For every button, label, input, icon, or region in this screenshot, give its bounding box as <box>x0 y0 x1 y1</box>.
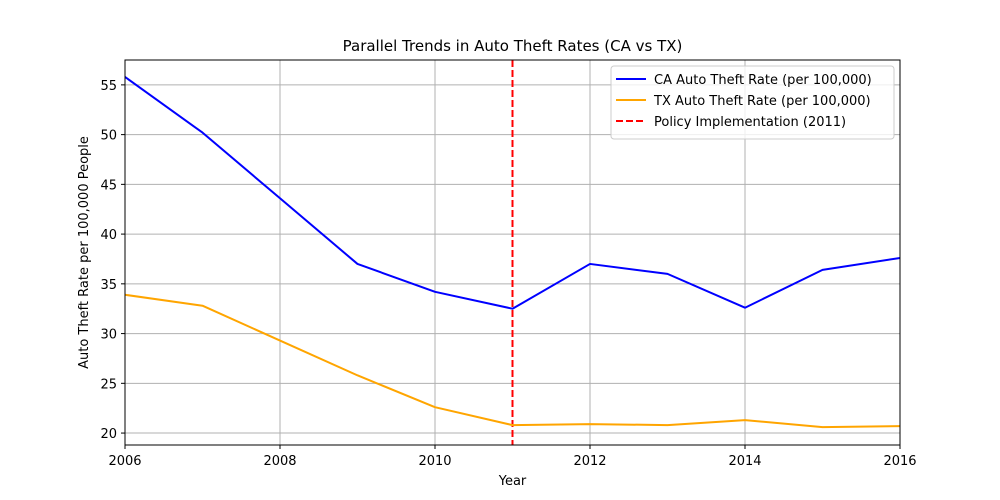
x-tick-label: 2006 <box>108 454 141 469</box>
y-tick-label: 40 <box>100 228 117 243</box>
y-axis-label: Auto Theft Rate per 100,000 People <box>77 136 92 369</box>
x-tick-label: 2014 <box>728 454 761 469</box>
y-tick-label: 55 <box>100 79 117 94</box>
y-tick-label: 35 <box>100 278 117 293</box>
legend-label: CA Auto Theft Rate (per 100,000) <box>654 73 872 88</box>
y-tick-label: 50 <box>100 129 117 144</box>
series-line-0 <box>124 76 901 310</box>
plot-frame <box>124 59 901 446</box>
y-tick-label: 25 <box>100 377 117 392</box>
series-lines <box>124 76 901 429</box>
x-tick-label: 2010 <box>418 454 451 469</box>
x-tick-label: 2008 <box>263 454 296 469</box>
series-line-1 <box>124 293 901 429</box>
y-tick-label: 20 <box>100 427 117 442</box>
legend: CA Auto Theft Rate (per 100,000) TX Auto … <box>610 65 895 140</box>
x-axis-label: Year <box>498 474 527 489</box>
x-tick-label: 2012 <box>573 454 606 469</box>
legend-box <box>610 65 895 140</box>
legend-label: TX Auto Theft Rate (per 100,000) <box>653 94 871 109</box>
x-tick-label: 2016 <box>883 454 916 469</box>
chart-title: Parallel Trends in Auto Theft Rates (CA … <box>343 37 683 55</box>
y-tick-label: 30 <box>100 328 117 343</box>
legend-label: Policy Implementation (2011) <box>654 115 846 130</box>
y-tick-label: 45 <box>100 178 117 193</box>
axis-ticks: 2006 2008 2010 2012 2014 2016 20 25 30 35 40 45 50 55 <box>100 79 916 469</box>
legend-items: CA Auto Theft Rate (per 100,000) TX Auto … <box>616 73 872 130</box>
